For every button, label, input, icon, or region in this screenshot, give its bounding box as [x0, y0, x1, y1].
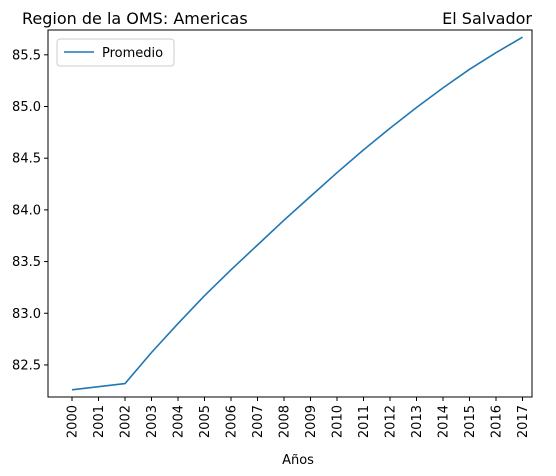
y-axis: 82.5 83.0 83.5 84.0 84.5 85.0 85.5 [12, 48, 48, 373]
x-tick-label: 2001 [92, 405, 107, 438]
x-tick-label: 2004 [172, 405, 187, 438]
x-tick-label: 2000 [66, 405, 81, 438]
chart-title-left: Region de la OMS: Americas [22, 9, 248, 28]
y-tick-label: 85.5 [12, 48, 41, 63]
x-tick-label: 2011 [357, 405, 372, 438]
y-tick-label: 83.0 [12, 307, 41, 322]
series-line [71, 36, 523, 391]
x-tick-label: 2008 [278, 405, 293, 438]
x-tick-label: 2009 [304, 405, 319, 438]
x-tick-label: 2016 [490, 405, 505, 438]
x-tick-label: 2015 [463, 405, 478, 438]
x-tick-label: 2002 [119, 405, 134, 438]
legend-label: Promedio [102, 46, 163, 61]
y-tick-label: 84.0 [12, 203, 41, 218]
y-tick-label: 85.0 [12, 100, 41, 115]
x-tick-label: 2007 [251, 405, 266, 438]
x-tick-label: 2014 [437, 405, 452, 438]
x-tick-label: 2006 [225, 405, 240, 438]
y-tick-label: 83.5 [12, 255, 41, 270]
legend: Promedio [56, 38, 175, 67]
x-tick-label: 2005 [198, 405, 213, 438]
x-tick-label: 2013 [410, 405, 425, 438]
series-lines [71, 36, 523, 391]
x-tick-label: 2003 [145, 405, 160, 438]
chart-title-right: El Salvador [442, 9, 532, 28]
x-tick-label: 2017 [516, 405, 531, 438]
legend-box [56, 38, 175, 67]
x-axis-label: Años [282, 453, 314, 468]
y-tick-label: 84.5 [12, 152, 41, 167]
plot-frame [47, 29, 533, 398]
y-tick-label: 82.5 [12, 358, 41, 373]
x-axis: 2000 2001 2002 2003 2004 2005 2006 2007 2008 2009… [66, 397, 531, 438]
x-tick-label: 2012 [384, 405, 399, 438]
x-tick-label: 2010 [331, 405, 346, 438]
plot-area [47, 29, 533, 398]
